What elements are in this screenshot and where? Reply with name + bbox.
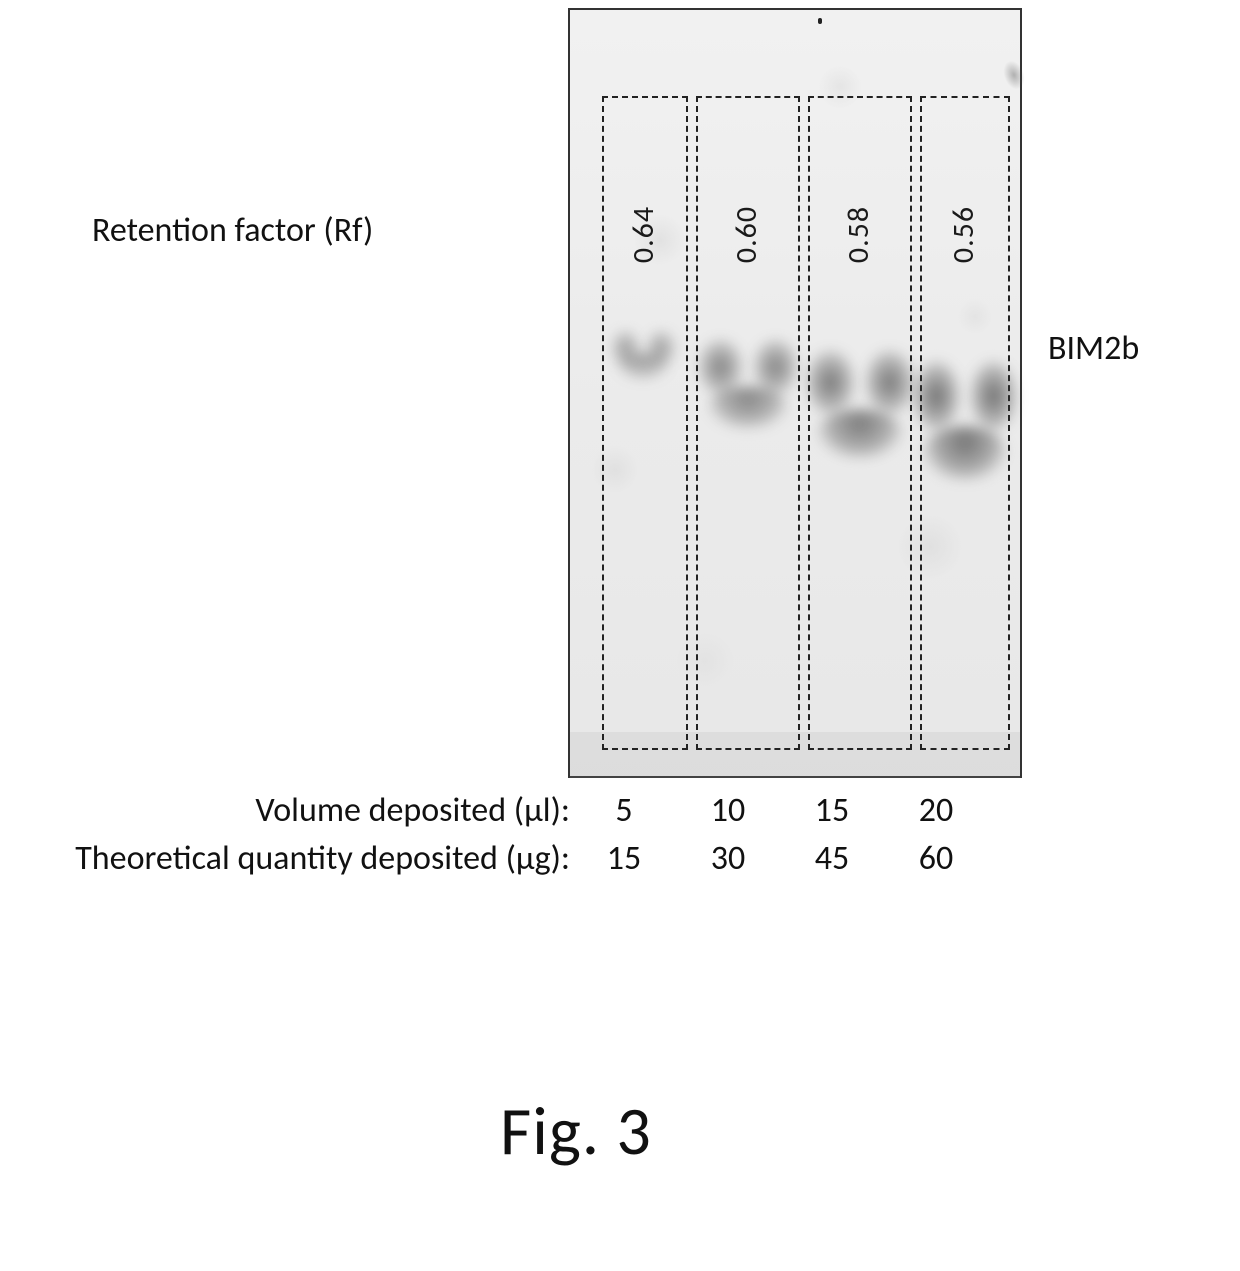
quantity-deposited-label: Theoretical quantity deposited (μg): xyxy=(0,838,570,879)
rf-value-4: 0.56 xyxy=(945,206,982,263)
spot-4-arc xyxy=(923,426,1006,481)
volume-value-1: 5 xyxy=(574,790,674,831)
volume-value-2: 10 xyxy=(678,790,778,831)
figure-caption: Fig. 3 xyxy=(500,1090,652,1173)
tlc-lane-1 xyxy=(602,96,688,750)
spot-3-left xyxy=(806,350,855,415)
rf-value-1: 0.64 xyxy=(625,206,662,263)
rf-value-3: 0.58 xyxy=(840,206,877,263)
spot-1-arc xyxy=(617,352,669,380)
spot-4-right xyxy=(970,361,1017,431)
tlc-plate: 0.64 0.60 0.58 0.56 xyxy=(568,8,1022,778)
volume-value-3: 15 xyxy=(782,790,882,831)
volume-value-4: 20 xyxy=(886,790,986,831)
quantity-value-1: 15 xyxy=(574,838,674,879)
solvent-front-dot xyxy=(818,18,822,24)
volume-deposited-label: Volume deposited (μl): xyxy=(0,790,570,831)
retention-factor-label: Retention factor (Rf) xyxy=(92,210,373,251)
spot-4-left xyxy=(913,361,960,431)
spot-3-right xyxy=(865,350,914,415)
rf-value-2: 0.60 xyxy=(728,206,765,263)
quantity-deposited-row: Theoretical quantity deposited (μg): 15 … xyxy=(0,838,986,879)
quantity-value-4: 60 xyxy=(886,838,986,879)
quantity-value-2: 30 xyxy=(678,838,778,879)
spot-3-arc xyxy=(817,409,903,459)
compound-label: BIM2b xyxy=(1048,328,1139,369)
spot-2-arc xyxy=(708,386,788,429)
volume-deposited-row: Volume deposited (μl): 5 10 15 20 xyxy=(0,790,986,831)
quantity-value-3: 45 xyxy=(782,838,882,879)
